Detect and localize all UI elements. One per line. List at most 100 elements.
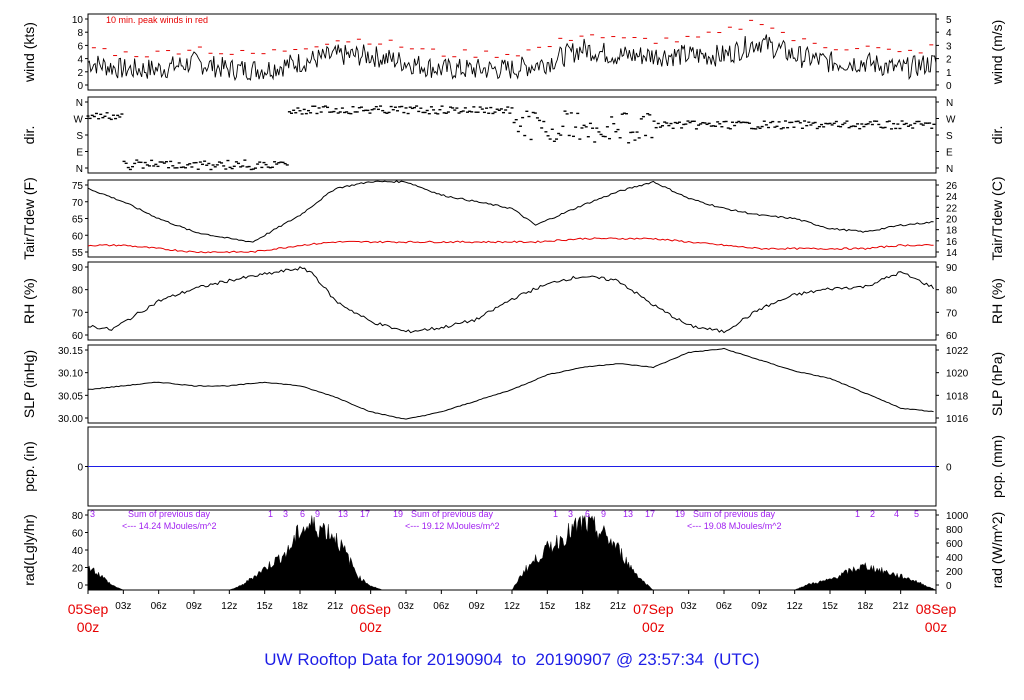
- right-tick-label-direction: N: [946, 98, 953, 109]
- daily-sum-heading: Sum of previous day: [693, 509, 776, 519]
- date-hour-label: 00z: [359, 619, 382, 635]
- panel-frame-pressure: [87, 344, 937, 424]
- right-tick-label-temperature: 18: [946, 226, 958, 237]
- air-temperature-line: [87, 180, 934, 243]
- left-axis-label-humidity: RH (%): [21, 278, 37, 324]
- left-tick-label-humidity: 60: [72, 331, 84, 342]
- x-tick-label: 03z: [115, 601, 131, 612]
- right-tick-label-humidity: 70: [946, 308, 958, 319]
- left-tick-label-radiation: 80: [72, 511, 84, 522]
- hour-marker: 3: [90, 509, 95, 519]
- hour-marker: 19: [675, 509, 685, 519]
- right-tick-label-wind: 0: [946, 81, 952, 92]
- daily-sum-heading: Sum of previous day: [128, 509, 211, 519]
- x-tick-label: 03z: [398, 601, 414, 612]
- hour-marker: 19: [393, 509, 403, 519]
- date-hour-label: 00z: [642, 619, 665, 635]
- left-axis-label-radiation: rad(Lgly/hr): [21, 514, 37, 586]
- hour-marker: 2: [870, 509, 875, 519]
- hour-marker: 13: [338, 509, 348, 519]
- right-tick-label-direction: W: [946, 115, 956, 126]
- left-tick-label-wind: 8: [77, 28, 83, 39]
- peak-wind-note: 10 min. peak winds in red: [106, 15, 208, 25]
- left-tick-label-precip: 0: [77, 463, 83, 474]
- left-tick-label-radiation: 20: [72, 564, 84, 575]
- x-tick-label: 06z: [151, 601, 167, 612]
- panel-frame-temperature: [87, 179, 937, 258]
- date-label: 07Sep: [633, 601, 674, 617]
- panel-frame-humidity: [87, 261, 937, 341]
- date-label: 08Sep: [916, 601, 957, 617]
- x-tick-label: 09z: [186, 601, 202, 612]
- right-axis-label-temperature: Tair/Tdew (C): [989, 176, 1005, 260]
- right-tick-label-direction: N: [946, 164, 953, 175]
- hour-marker: 17: [645, 509, 655, 519]
- left-tick-label-direction: W: [74, 115, 84, 126]
- left-tick-label-humidity: 90: [72, 263, 84, 274]
- right-tick-label-wind: 4: [946, 28, 952, 39]
- left-tick-label-pressure: 30.10: [58, 369, 83, 380]
- left-tick-label-wind: 4: [77, 55, 83, 66]
- hour-marker: 5: [914, 509, 919, 519]
- x-tick-label: 03z: [681, 601, 697, 612]
- date-hour-label: 00z: [925, 619, 948, 635]
- wind-speed-line: [87, 34, 937, 82]
- left-tick-label-temperature: 70: [72, 198, 84, 209]
- hour-marker: 3: [568, 509, 573, 519]
- relative-humidity-line: [87, 266, 935, 334]
- date-label: 05Sep: [68, 601, 109, 617]
- x-tick-label: 12z: [787, 601, 803, 612]
- hour-marker: 1: [855, 509, 860, 519]
- x-tick-label: 21z: [610, 601, 626, 612]
- left-tick-label-wind: 2: [77, 68, 83, 79]
- sea-level-pressure-line: [88, 347, 934, 420]
- x-tick-label: 09z: [751, 601, 767, 612]
- right-axis-label-wind: wind (m/s): [989, 20, 1005, 86]
- daily-sum-value: <--- 14.24 MJoules/m^2: [122, 521, 217, 531]
- right-tick-label-pressure: 1018: [946, 391, 969, 402]
- hour-marker: 6: [300, 509, 305, 519]
- daily-sum-heading: Sum of previous day: [411, 509, 494, 519]
- right-tick-label-radiation: 600: [946, 539, 963, 550]
- right-tick-label-temperature: 22: [946, 203, 958, 214]
- x-tick-label: 06z: [716, 601, 732, 612]
- hour-marker: 1: [268, 509, 273, 519]
- right-tick-label-radiation: 200: [946, 567, 963, 578]
- right-tick-label-humidity: 90: [946, 263, 958, 274]
- x-tick-label: 18z: [575, 601, 591, 612]
- left-tick-label-pressure: 30.00: [58, 414, 83, 425]
- right-axis-label-precip: pcp. (mm): [989, 435, 1005, 498]
- right-axis-label-humidity: RH (%): [989, 278, 1005, 324]
- left-tick-label-direction: N: [76, 164, 83, 175]
- left-axis-label-temperature: Tair/Tdew (F): [21, 177, 37, 259]
- right-tick-label-radiation: 1000: [946, 511, 969, 522]
- right-tick-label-radiation: 0: [946, 581, 952, 592]
- x-tick-label: 15z: [257, 601, 273, 612]
- left-tick-label-humidity: 80: [72, 286, 84, 297]
- x-tick-label: 21z: [893, 601, 909, 612]
- hour-marker: 1: [553, 509, 558, 519]
- left-tick-label-radiation: 40: [72, 546, 84, 557]
- page-title: UW Rooftop Data for 20190904 to 20190907…: [264, 650, 760, 669]
- right-tick-label-wind: 2: [946, 55, 952, 66]
- left-axis-label-wind: wind (kts): [21, 22, 37, 83]
- x-tick-label: 12z: [221, 601, 237, 612]
- left-tick-label-pressure: 30.05: [58, 391, 83, 402]
- hour-marker: 9: [315, 509, 320, 519]
- hour-marker: 4: [894, 509, 899, 519]
- x-tick-label: 18z: [292, 601, 308, 612]
- right-tick-label-temperature: 16: [946, 237, 958, 248]
- right-tick-label-humidity: 60: [946, 331, 958, 342]
- date-label: 06Sep: [350, 601, 391, 617]
- left-tick-label-radiation: 60: [72, 529, 84, 540]
- right-tick-label-pressure: 1016: [946, 414, 969, 425]
- left-tick-label-direction: N: [76, 98, 83, 109]
- right-tick-label-direction: S: [946, 131, 953, 142]
- right-tick-label-pressure: 1020: [946, 369, 969, 380]
- left-tick-label-humidity: 70: [72, 308, 84, 319]
- right-tick-label-temperature: 26: [946, 181, 958, 192]
- right-tick-label-pressure: 1022: [946, 346, 969, 357]
- left-tick-label-wind: 6: [77, 41, 83, 52]
